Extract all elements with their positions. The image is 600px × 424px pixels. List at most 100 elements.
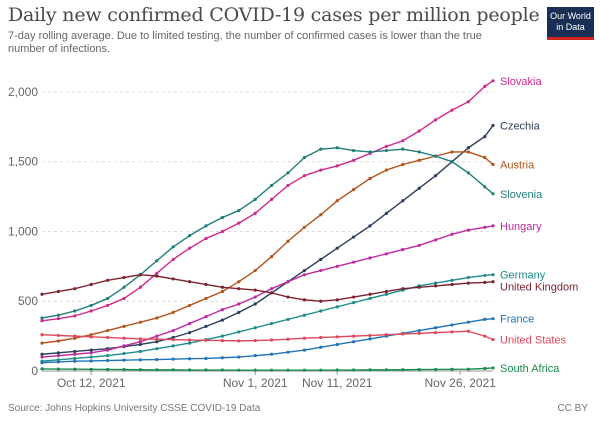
series-label: Czechia (500, 120, 541, 132)
data-point (434, 238, 438, 242)
data-point (368, 333, 372, 338)
data-point (335, 368, 339, 372)
data-point (204, 314, 208, 319)
series-line (41, 367, 494, 371)
data-point (368, 150, 372, 154)
series-label: United Kingdom (500, 282, 578, 294)
data-point (417, 186, 421, 190)
data-point (491, 79, 495, 83)
data-point (138, 340, 142, 344)
data-point (483, 185, 487, 189)
data-point (253, 295, 257, 299)
data-point (352, 148, 356, 153)
data-point (286, 280, 290, 284)
data-point (220, 215, 224, 220)
data-point (171, 344, 175, 348)
series-france (40, 317, 495, 365)
data-point (417, 243, 421, 248)
data-point (286, 350, 290, 354)
data-point (286, 171, 290, 175)
logo-line-1: Our World (550, 11, 591, 21)
data-point (450, 150, 454, 154)
data-point (122, 275, 126, 280)
data-point (138, 285, 142, 289)
data-point (220, 229, 224, 234)
data-point (138, 342, 142, 347)
data-point (253, 268, 257, 273)
data-point (466, 150, 470, 154)
series-label: United States (500, 335, 567, 347)
data-point (483, 280, 487, 285)
data-point (483, 334, 487, 338)
data-point (466, 320, 470, 324)
data-point (319, 147, 323, 151)
data-point (106, 354, 110, 358)
x-tick-label: Oct 12, 2021 (57, 376, 126, 390)
series-united-kingdom (40, 273, 495, 303)
data-point (122, 368, 126, 372)
data-point (384, 148, 388, 153)
data-point (253, 288, 257, 292)
data-point (40, 367, 44, 371)
data-point (368, 368, 372, 372)
data-point (122, 351, 126, 356)
data-point (73, 309, 77, 313)
source-note[interactable]: Source: Johns Hopkins University CSSE CO… (8, 403, 261, 414)
data-point (450, 160, 454, 164)
data-point (483, 317, 487, 321)
data-point (450, 367, 454, 371)
data-point (56, 367, 61, 371)
data-point (368, 296, 372, 301)
data-point (384, 368, 388, 372)
data-point (401, 162, 405, 167)
data-point (335, 164, 339, 168)
owid-logo[interactable]: Our World in Data (547, 7, 594, 40)
data-point (237, 280, 241, 284)
data-point (253, 326, 257, 330)
data-point (220, 318, 224, 322)
data-point (188, 234, 192, 238)
data-point (106, 328, 110, 333)
data-point (89, 351, 93, 355)
data-point (466, 329, 470, 333)
data-point (270, 352, 274, 356)
data-point (483, 84, 487, 88)
data-point (253, 338, 257, 343)
data-point (73, 352, 77, 356)
data-point (466, 146, 470, 150)
data-point (253, 354, 257, 358)
data-point (319, 268, 323, 273)
data-point (491, 162, 495, 167)
data-point (89, 348, 93, 352)
data-point (89, 335, 93, 339)
data-point (40, 316, 44, 320)
data-point (138, 273, 142, 277)
data-point (237, 368, 241, 372)
data-point (352, 260, 356, 264)
data-point (417, 368, 421, 372)
data-point (466, 367, 470, 371)
data-point (335, 199, 339, 203)
data-point (73, 314, 77, 318)
data-point (237, 221, 241, 225)
data-point (286, 368, 290, 372)
data-point (155, 334, 159, 338)
data-point (73, 359, 77, 363)
data-point (220, 285, 224, 289)
data-point (450, 330, 454, 334)
series-line (41, 330, 494, 342)
data-point (56, 333, 61, 338)
series-lines (40, 79, 495, 372)
series-label: South Africa (500, 363, 560, 375)
data-point (466, 281, 470, 285)
data-point (335, 298, 339, 302)
data-point (155, 340, 159, 344)
data-point (368, 224, 372, 228)
data-point (286, 183, 290, 188)
data-point (335, 246, 339, 250)
data-point (171, 338, 175, 342)
license-note[interactable]: CC BY (557, 403, 588, 414)
data-point (466, 275, 470, 280)
data-point (401, 332, 405, 336)
data-point (401, 139, 405, 143)
